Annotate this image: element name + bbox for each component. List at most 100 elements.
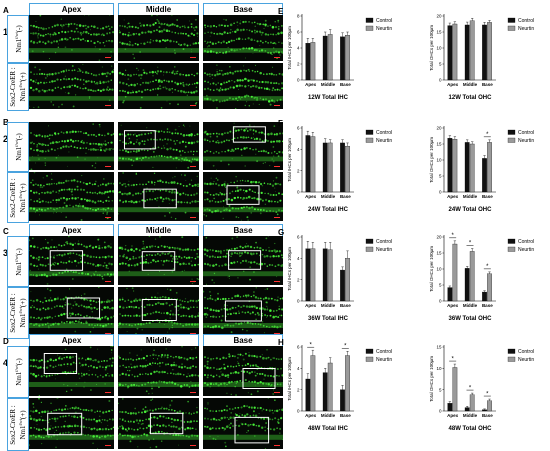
bar-control-middle <box>323 143 327 192</box>
gene-name: Nm1 <box>19 198 27 212</box>
bar-neurtin-apex <box>311 137 315 192</box>
y-tick-label: 15 <box>436 30 442 35</box>
micrograph-image <box>118 346 199 396</box>
bar-control-apex <box>448 288 452 301</box>
y-tick-label: 6 <box>297 345 300 350</box>
bar-control-middle <box>465 268 469 301</box>
y-tick-label: 6 <box>297 235 300 240</box>
allele-sup: f/wt <box>14 365 19 371</box>
y-tick-label: 10 <box>436 46 442 51</box>
micrograph-image <box>29 172 114 221</box>
micrograph-image <box>118 63 199 109</box>
bar-neurtin-middle <box>470 21 474 80</box>
genotype-line2: Nm1f/wt(+) <box>17 178 27 217</box>
genotype-line2: Nm1f/wt(-) <box>13 358 23 385</box>
micrograph-image <box>203 346 283 396</box>
genotype-label: Nm1f/wt(-) <box>7 346 29 398</box>
allele-sup: f/wt <box>18 192 23 198</box>
roi-box <box>48 413 82 434</box>
y-tick-label: 0 <box>439 409 442 414</box>
bar-neurtin-middle <box>470 395 474 411</box>
significance-star: * <box>486 132 489 138</box>
significance-star: * <box>486 391 489 397</box>
gene-name: Nm1 <box>15 39 23 53</box>
genotype-label: Sox2-CreER :Nm1f/wt(+) <box>7 398 29 451</box>
bar-neurtin-base <box>487 274 491 301</box>
genotype-label: Sox2-CreER :Nm1f/wt(+) <box>7 172 29 223</box>
legend-swatch <box>508 18 515 23</box>
micrograph-image <box>203 122 283 170</box>
legend-label: Neurtin <box>376 357 392 363</box>
bar-neurtin-middle <box>328 143 332 192</box>
legend-swatch <box>366 26 373 31</box>
roi-box <box>229 251 261 270</box>
legend-label: Control <box>376 18 392 24</box>
panel-letter: D <box>3 337 9 346</box>
bar-control-apex <box>448 138 452 192</box>
gene-name: Nm1 <box>19 314 27 328</box>
y-tick-label: 0 <box>297 299 300 304</box>
panel-letter: A <box>3 6 9 15</box>
legend-swatch <box>366 138 373 143</box>
y-tick-label: 10 <box>436 366 442 371</box>
bar-neurtin-base <box>487 142 491 192</box>
cre-status: (-) <box>15 358 23 365</box>
x-tick-label: Apex <box>305 413 317 418</box>
bar-control-apex <box>306 379 310 411</box>
legend-swatch <box>366 18 373 23</box>
bar-neurtin-base <box>345 146 349 192</box>
gene-name: Nm1 <box>19 88 27 102</box>
bar-neurtin-apex <box>453 24 457 80</box>
x-tick-label: Middle <box>321 303 336 308</box>
roi-box <box>150 413 182 433</box>
genotype-line2: Nm1f/wt(+) <box>17 405 27 444</box>
chart-title: 12W Total IHC <box>308 95 349 101</box>
y-axis-label: Total OHCs per 100μm <box>429 137 434 183</box>
y-tick-label: 0 <box>439 78 442 83</box>
legend-swatch <box>508 239 515 244</box>
y-tick-label: 10 <box>436 267 442 272</box>
legend-label: Neurtin <box>376 138 392 144</box>
y-tick-label: 6 <box>297 126 300 131</box>
y-tick-label: 10 <box>436 158 442 163</box>
x-tick-label: Base <box>482 413 493 418</box>
x-tick-label: Middle <box>321 194 336 199</box>
micrograph-image <box>118 236 199 285</box>
y-tick-label: 2 <box>297 62 300 67</box>
y-axis-label: Total OHCs per 100μm <box>429 25 434 71</box>
bar-control-apex <box>306 43 310 80</box>
y-tick-label: 0 <box>297 78 300 83</box>
micrograph-image <box>118 172 199 221</box>
legend-swatch <box>366 349 373 354</box>
legend-label: Control <box>376 239 392 245</box>
y-tick-label: 15 <box>436 142 442 147</box>
micrograph-image <box>29 63 114 109</box>
micrograph-image <box>118 398 199 449</box>
x-tick-label: Apex <box>447 82 459 87</box>
cre-status: (+) <box>19 183 27 192</box>
x-tick-label: Base <box>482 303 493 308</box>
legend-swatch <box>508 349 515 354</box>
x-tick-label: Apex <box>447 303 459 308</box>
panel-letter: G <box>278 228 284 237</box>
bar-control-base <box>482 410 486 411</box>
legend-label: Neurtin <box>518 138 534 144</box>
x-tick-label: Middle <box>463 82 478 87</box>
bar-control-middle <box>323 36 327 80</box>
y-tick-label: 5 <box>439 174 442 179</box>
legend-swatch <box>508 138 515 143</box>
genotype-line1: Sox2-CreER : <box>9 293 17 332</box>
y-tick-label: 0 <box>297 190 300 195</box>
chart-title: 24W Total OHC <box>449 207 493 213</box>
bar-neurtin-middle <box>328 363 332 411</box>
chart-title: 36W Total IHC <box>308 316 349 322</box>
micrograph-image <box>203 63 283 109</box>
y-axis-label: Total OHCs per 100μm <box>429 356 434 402</box>
bar-neurtin-middle <box>470 251 474 301</box>
bar-neurtin-apex <box>311 249 315 301</box>
panel-letter: E <box>278 7 284 16</box>
x-tick-label: Apex <box>305 194 317 199</box>
bar-neurtin-apex <box>453 139 457 192</box>
